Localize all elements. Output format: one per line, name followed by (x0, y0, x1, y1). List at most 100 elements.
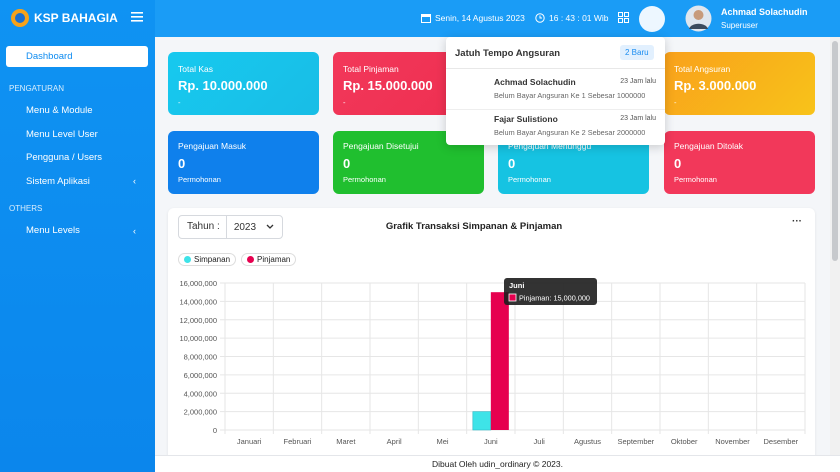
brand-text: KSP BAHAGIA (34, 11, 118, 25)
tooltip: Juni Pinjaman: 15,000,000 (504, 278, 597, 305)
section-title: OTHERS (9, 204, 43, 213)
x-tick-label: Mei (436, 437, 448, 446)
calendar-icon (421, 14, 431, 23)
top-header: Senin, 14 Agustus 2023 16 : 43 : 01 Wib … (155, 0, 840, 37)
card-unit: Permohonan (508, 175, 551, 184)
request-card[interactable]: Pengajuan Ditolak 0 Permohonan (664, 131, 815, 194)
card-unit: Permohonan (674, 175, 717, 184)
y-tick-label: 12,000,000 (179, 316, 217, 325)
x-tick-label: Februari (284, 437, 312, 446)
chevron: ‹ (133, 225, 136, 236)
menu-toggle[interactable] (131, 12, 143, 22)
y-tick-label: 6,000,000 (184, 371, 217, 380)
legend-swatch (184, 256, 191, 263)
user-name: Achmad Solachudin (721, 7, 808, 17)
tooltip-text: Pinjaman: 15,000,000 (519, 294, 590, 303)
legend-swatch (247, 256, 255, 263)
badge: 2 Baru (620, 45, 654, 60)
menu-label: Menu & Module (26, 105, 93, 116)
request-card[interactable]: Pengajuan Masuk 0 Permohonan (168, 131, 319, 194)
y-tick-label: 0 (213, 426, 217, 435)
legend-item[interactable]: Pinjaman (241, 253, 297, 266)
card-label: Pengajuan Menunggu (508, 141, 592, 151)
x-tick-label: Desember (764, 437, 799, 446)
bar (490, 292, 509, 430)
tooltip-swatch (508, 293, 517, 302)
user-avatar[interactable] (685, 5, 712, 32)
brand-logo (11, 9, 29, 27)
user-role: Superuser (721, 21, 758, 30)
card-note: - (674, 98, 677, 107)
y-tick-label: 4,000,000 (184, 389, 217, 398)
notification-item[interactable]: Achmad Solachudin 23 Jam lalu Belum Bayar … (446, 73, 665, 110)
y-tick-label: 2,000,000 (184, 408, 217, 417)
divider (446, 109, 665, 110)
menu-item[interactable]: Menu Level User (6, 124, 148, 145)
dropdown-title: Jatuh Tempo Angsuran (455, 48, 561, 59)
notification-dropdown: Jatuh Tempo Angsuran 2 Baru Achmad Solac… (446, 37, 665, 145)
notification-time: 23 Jam lalu (620, 115, 656, 122)
chart-title: Grafik Transaksi Simpanan & Pinjaman (385, 221, 563, 232)
menu-item[interactable]: Sistem Aplikasi ‹ (6, 171, 148, 192)
select-caret (266, 224, 274, 229)
card-value: 0 (674, 156, 682, 171)
legend: Simpanan Pinjaman (178, 253, 297, 266)
year-label: Tahun : (179, 216, 227, 238)
header-time: 16 : 43 : 01 Wib (549, 13, 609, 23)
menu-label: Dashboard (26, 51, 73, 62)
year-select[interactable]: Tahun : 2023 (178, 215, 283, 239)
summary-card[interactable]: Total Angsuran Rp. 3.000.000 - (664, 52, 815, 115)
scrollbar (830, 37, 840, 455)
footer: Dibuat Oleh udin_ordinary © 2023. (155, 455, 840, 472)
chart-panel: Tahun : 2023 Grafik Transaksi Simpanan &… (168, 208, 815, 468)
notification-item[interactable]: Fajar Sulistiono 23 Jam lalu Belum Bayar A… (446, 110, 665, 146)
card-label: Total Pinjaman (343, 64, 399, 74)
notification-name: Achmad Solachudin (494, 77, 576, 87)
notification-button[interactable] (638, 5, 666, 33)
x-tick-label: November (715, 437, 750, 446)
menu-item[interactable]: Dashboard (6, 46, 148, 67)
menu-label: Menu Level User (26, 128, 98, 140)
x-tick-label: Januari (237, 437, 262, 446)
notification-name: Fajar Sulistiono (494, 114, 558, 124)
card-label: Total Angsuran (674, 64, 731, 74)
y-tick-label: 14,000,000 (179, 297, 217, 306)
card-label: Pengajuan Masuk (178, 141, 247, 151)
divider (446, 68, 665, 69)
bar (472, 411, 492, 431)
x-tick-label: Agustus (574, 437, 601, 446)
y-tick-label: 16,000,000 (179, 279, 217, 288)
y-tick-label: 8,000,000 (184, 353, 217, 362)
card-note: - (343, 98, 346, 107)
menu-label: Pengguna / Users (26, 152, 103, 163)
card-value: Rp. 15.000.000 (343, 78, 433, 93)
x-tick-label: April (387, 437, 402, 446)
legend-item[interactable]: Simpanan (178, 253, 237, 266)
year-value: 2023 (233, 221, 257, 233)
card-label: Pengajuan Disetujui (343, 141, 419, 151)
x-tick-label: Juli (534, 437, 546, 446)
more-button[interactable]: ··· (792, 216, 802, 227)
tooltip-box (504, 278, 597, 305)
summary-card[interactable]: Total Kas Rp. 10.000.000 - (168, 52, 319, 115)
card-value: 0 (343, 156, 351, 171)
menu-item[interactable]: Menu & Module (6, 100, 148, 121)
card-label: Pengajuan Ditolak (674, 141, 743, 151)
menu-item[interactable]: Pengguna / Users (6, 147, 148, 168)
card-unit: Permohonan (343, 175, 386, 184)
x-tick-label: Maret (336, 437, 356, 446)
card-value: Rp. 3.000.000 (674, 78, 757, 93)
brand[interactable]: KSP BAHAGIA (10, 8, 118, 28)
chevron: ‹ (133, 176, 136, 186)
legend-label: Simpanan (194, 255, 231, 264)
menu-item[interactable]: Menu Levels ‹ (6, 220, 148, 241)
card-value: Rp. 10.000.000 (178, 78, 268, 93)
section-title: PENGATURAN (9, 84, 64, 93)
x-tick-label: Juni (484, 437, 498, 446)
card-value: 0 (178, 156, 186, 171)
apps-button[interactable] (618, 12, 629, 23)
sidebar: KSP BAHAGIA Dashboard PENGATURAN Menu & Mo… (0, 0, 155, 472)
notification-time: 23 Jam lalu (620, 78, 656, 85)
card-note: - (178, 98, 181, 107)
